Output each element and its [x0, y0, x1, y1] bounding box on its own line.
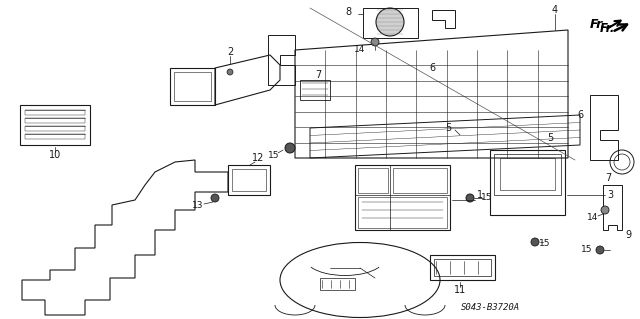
- Text: 1: 1: [477, 190, 483, 200]
- Circle shape: [285, 143, 295, 153]
- Text: 3: 3: [607, 190, 613, 200]
- Text: 15: 15: [540, 239, 551, 248]
- Text: 6: 6: [577, 110, 583, 120]
- Text: 7: 7: [605, 173, 611, 183]
- Text: Fr.: Fr.: [600, 21, 616, 34]
- Circle shape: [211, 194, 219, 202]
- Text: 13: 13: [192, 201, 204, 210]
- Text: 10: 10: [49, 150, 61, 160]
- Circle shape: [227, 69, 233, 75]
- Circle shape: [596, 246, 604, 254]
- Text: 5: 5: [547, 133, 553, 143]
- Text: 7: 7: [315, 70, 321, 80]
- Text: 14: 14: [355, 46, 365, 55]
- Text: 8: 8: [345, 7, 351, 17]
- Text: 15: 15: [481, 194, 493, 203]
- Circle shape: [531, 238, 539, 246]
- Text: Fr.: Fr.: [590, 19, 606, 32]
- Circle shape: [601, 206, 609, 214]
- Circle shape: [371, 38, 379, 46]
- Text: 11: 11: [454, 285, 466, 295]
- Text: 4: 4: [552, 5, 558, 15]
- Text: 2: 2: [227, 47, 233, 57]
- Text: S043-B3720A: S043-B3720A: [460, 303, 520, 313]
- Text: 15: 15: [581, 246, 593, 255]
- Circle shape: [466, 194, 474, 202]
- Text: 14: 14: [588, 213, 598, 222]
- Text: 6: 6: [429, 63, 435, 73]
- Text: 9: 9: [625, 230, 631, 240]
- Circle shape: [376, 8, 404, 36]
- Text: 5: 5: [445, 123, 451, 133]
- Text: 12: 12: [252, 153, 264, 163]
- Text: 15: 15: [268, 151, 280, 160]
